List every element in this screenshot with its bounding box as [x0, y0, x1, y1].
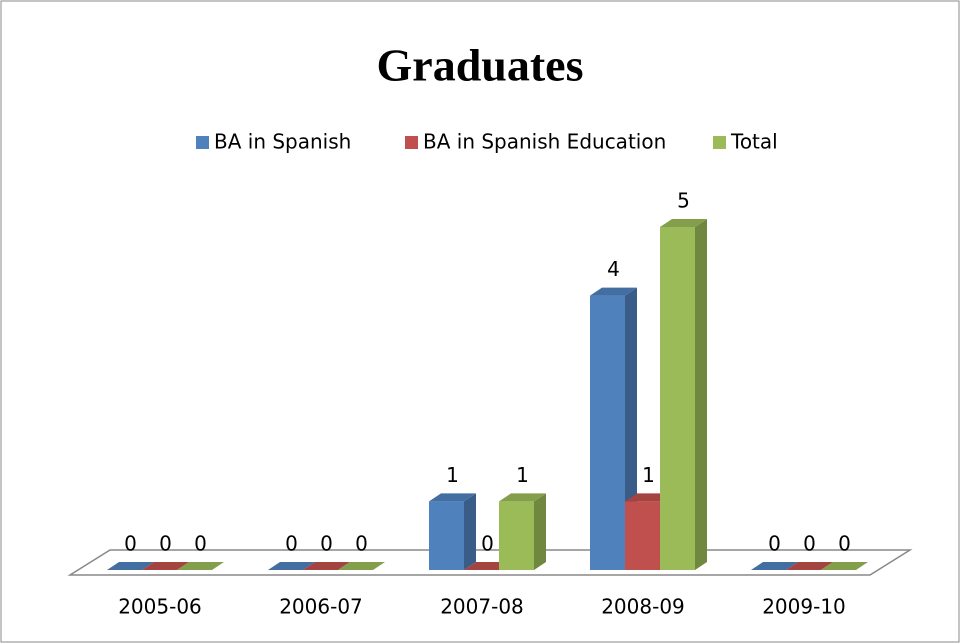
bar-top: [821, 562, 868, 570]
bar-top: [499, 493, 546, 502]
legend-label: Total: [730, 130, 778, 154]
data-label: 0: [124, 532, 137, 556]
bar-top: [660, 219, 707, 227]
data-label: 1: [642, 463, 655, 487]
x-tick-label: 2007-08: [440, 595, 524, 619]
data-label: 0: [194, 532, 207, 556]
chart-title: Graduates: [377, 40, 584, 91]
bar-side: [534, 493, 546, 570]
data-label: 0: [355, 532, 368, 556]
bar-front: [590, 295, 625, 570]
legend-swatch: [713, 136, 726, 149]
bar-side: [464, 493, 476, 570]
legend-swatch: [196, 136, 209, 149]
bar-front: [660, 227, 695, 570]
bar-top: [338, 562, 385, 570]
bar-front: [499, 501, 534, 570]
bar-front: [625, 501, 660, 570]
bar-top: [786, 562, 833, 570]
data-label: 0: [285, 532, 298, 556]
data-label: 0: [838, 532, 851, 556]
data-label: 1: [516, 463, 529, 487]
legend-label: BA in Spanish: [214, 130, 351, 154]
data-label: 0: [320, 532, 333, 556]
x-tick-label: 2009-10: [762, 595, 846, 619]
legend-swatch: [405, 136, 418, 149]
bar-top: [590, 287, 637, 296]
data-label: 0: [159, 532, 172, 556]
x-tick-label: 2008-09: [601, 595, 685, 619]
bar-top: [268, 562, 315, 570]
x-tick-label: 2006-07: [279, 595, 363, 619]
bar-front: [429, 501, 464, 570]
x-tick-label: 2005-06: [118, 595, 202, 619]
data-label: 0: [803, 532, 816, 556]
bar-top: [751, 562, 798, 570]
data-label: 5: [677, 189, 690, 213]
data-label: 0: [481, 532, 494, 556]
bar-top: [142, 562, 189, 570]
data-label: 1: [446, 463, 459, 487]
data-label: 4: [607, 257, 620, 281]
bar-side: [695, 219, 707, 570]
bar-top: [429, 493, 476, 502]
data-label: 0: [768, 532, 781, 556]
bar-top: [107, 562, 154, 570]
bar-top: [177, 562, 224, 570]
bar-top: [303, 562, 350, 570]
legend-label: BA in Spanish Education: [423, 130, 666, 154]
